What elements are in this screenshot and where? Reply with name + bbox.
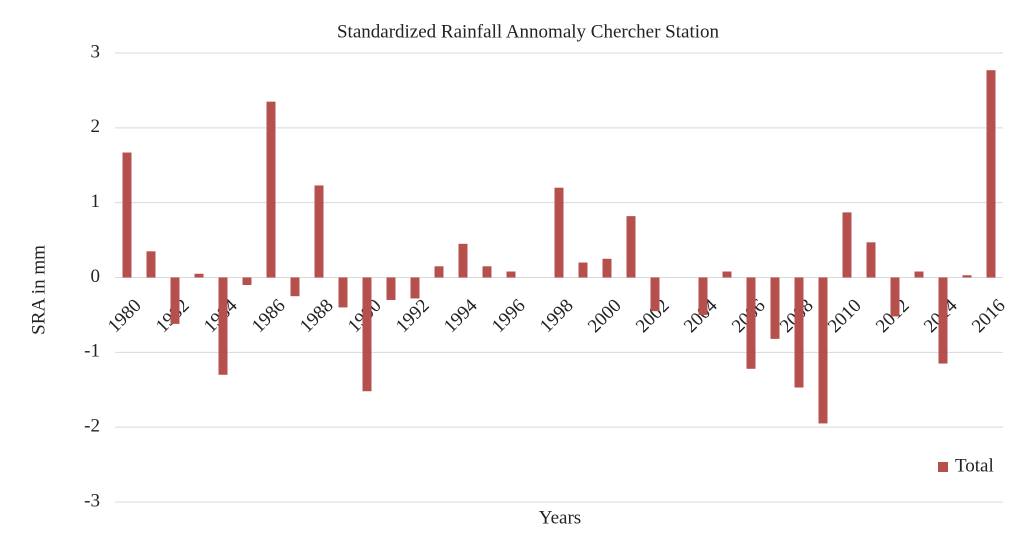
y-tick-label: 0	[91, 266, 101, 287]
bar	[338, 277, 348, 308]
bar	[626, 216, 636, 278]
bar	[410, 277, 420, 299]
bar	[842, 212, 852, 278]
y-tick-label: -3	[84, 490, 100, 511]
bar	[266, 101, 276, 278]
bar	[314, 185, 324, 278]
bar	[914, 271, 924, 278]
bar	[242, 277, 252, 285]
bar	[194, 273, 204, 278]
bar	[938, 277, 948, 364]
y-tick-label: 2	[91, 116, 101, 137]
bar	[746, 277, 756, 369]
bar	[362, 277, 372, 392]
bar	[770, 277, 780, 339]
bar	[818, 277, 828, 424]
bar	[794, 277, 804, 388]
bar	[458, 243, 468, 278]
bar	[722, 271, 732, 278]
bar	[554, 187, 564, 278]
bar	[866, 242, 876, 278]
y-tick-label: 1	[91, 191, 101, 212]
bar	[122, 152, 132, 278]
bar	[218, 277, 228, 375]
y-tick-label: -1	[84, 341, 100, 362]
bar	[698, 277, 708, 315]
legend-swatch	[938, 462, 948, 472]
y-tick-label: -2	[84, 416, 100, 437]
y-tick-label: 3	[91, 41, 101, 62]
bar	[482, 266, 492, 278]
y-axis-label: SRA in mm	[28, 245, 49, 335]
bar	[146, 251, 156, 278]
bar	[434, 266, 444, 278]
bar	[506, 271, 516, 278]
legend-label: Total	[955, 455, 994, 476]
bar	[386, 277, 396, 300]
bar	[650, 277, 660, 312]
bar	[962, 275, 972, 278]
x-axis-label: Years	[539, 507, 581, 528]
bar	[890, 277, 900, 317]
bar	[290, 277, 300, 297]
bar	[602, 258, 612, 278]
bar	[986, 70, 996, 278]
bar	[170, 277, 180, 324]
chart-title: Standardized Rainfall Annomaly Chercher …	[337, 21, 720, 42]
bar	[578, 262, 588, 278]
